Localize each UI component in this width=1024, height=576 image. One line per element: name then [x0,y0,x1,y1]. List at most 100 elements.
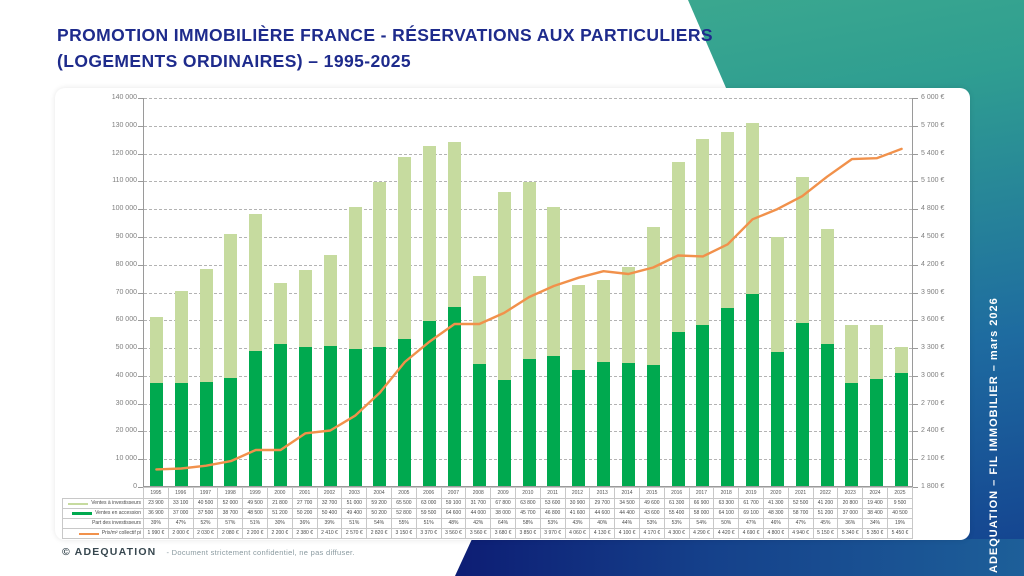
axis-tick-left [138,292,143,294]
table-value: 51 200 [266,508,293,519]
bar-ventes-accession [895,373,909,486]
y-axis-label-left: 140 000 [111,94,137,101]
table-value: 23 900 [143,498,169,509]
series-label-cell: Prix/m² collectif pi [62,528,144,539]
year-header: 2008 [465,487,492,499]
bar-ventes-accession [522,359,536,486]
y-axis-label-right: 3 900 € [921,288,945,296]
table-value: 52 500 [787,498,814,509]
series-label: Ventes à investisseurs [91,500,141,506]
table-value: 33 100 [167,498,194,509]
year-header: 2020 [762,487,789,499]
table-value: 54% [366,518,392,529]
legend-swatch [68,502,89,505]
bar-ventes-accession [746,294,760,486]
axis-tick-left [138,431,143,433]
table-value: 64% [490,518,516,529]
bar-ventes-investisseurs [224,234,238,379]
table-value: 44 600 [589,508,616,519]
y-axis-label-right: 6 000 € [921,94,945,101]
table-value: 38 000 [490,508,516,519]
table-value: 51 200 [812,508,839,519]
axis-tick-right [913,375,918,377]
bar-ventes-investisseurs [870,325,884,380]
price-line-layer [155,147,903,471]
table-value: 46 800 [539,508,566,519]
axis-tick-right [913,487,918,488]
confidentiality-note: - Document strictement confidentiel, ne … [166,548,355,557]
bottom-accent-band [455,539,1024,576]
table-value: 4 690 € [738,528,764,539]
table-value: 2 030 € [192,528,219,539]
table-value: 63 800 [514,498,541,509]
bar-ventes-investisseurs [895,347,909,374]
year-header: 1997 [192,487,219,499]
y-axis-label-left: 120 000 [111,149,137,157]
bar-ventes-accession [721,307,735,486]
bar-ventes-investisseurs [447,142,461,307]
bar-ventes-accession [572,370,586,486]
year-header: 2006 [415,487,442,499]
table-value: 55 400 [663,508,690,519]
year-header: 2015 [638,487,665,499]
gridline [144,125,912,127]
y-axis-label-left: 110 000 [112,177,137,185]
y-axis-label-right: 2 700 € [921,399,945,407]
year-header: 1995 [143,487,169,499]
table-value: 63 000 [415,498,442,509]
bar-ventes-investisseurs [522,181,536,360]
axis-tick-left [138,459,143,461]
y-axis-label-right: 5 100 € [921,177,945,185]
year-header: 2025 [886,487,914,499]
table-value: 43 600 [638,508,665,519]
y-axis-label-right: 4 200 € [921,260,945,268]
year-header: 1998 [217,487,244,499]
table-value: 59 100 [440,498,467,509]
table-value: 47% [787,518,814,529]
bar-ventes-accession [447,306,461,486]
table-value: 52% [192,518,219,529]
table-value: 38 700 [217,508,244,519]
table-value: 40 500 [192,498,219,509]
table-value: 4 170 € [638,528,665,539]
year-header: 2004 [366,487,392,499]
bar-ventes-accession [671,332,685,486]
table-value: 45% [812,518,839,529]
table-row: Part des investisseurs 39% 47% 52% 57% 51% 30%… [62,518,914,529]
axis-tick-right [913,98,918,99]
table-value: 53% [638,518,665,529]
page-title: PROMOTION IMMOBILIÈRE FRANCE - RÉSERVATI… [57,22,797,75]
year-header: 2024 [862,487,888,499]
table-value: 2 820 € [366,528,392,539]
page-title-line1: PROMOTION IMMOBILIÈRE FRANCE - RÉSERVATI… [57,25,713,45]
legend-swatch [72,512,93,515]
axis-tick-right [913,292,918,294]
table-value: 20 800 [837,498,864,509]
year-header: 2003 [341,487,368,499]
series-label: Ventes en accession [95,510,141,516]
table-value: 54% [688,518,715,529]
bar-ventes-investisseurs [249,213,263,352]
bar-ventes-investisseurs [547,207,561,356]
bar-ventes-accession [870,379,884,486]
bar-ventes-accession [323,345,337,486]
y-axis-label-left: 60 000 [115,316,137,324]
table-value: 41 200 [812,498,839,509]
bar-ventes-investisseurs [696,138,710,325]
table-value: 45 700 [514,508,541,519]
table-value: 9 500 [886,498,914,509]
year-header: 2016 [663,487,690,499]
y-axis-label-right: 2 100 € [921,455,945,463]
plot-area [138,98,918,488]
table-value: 37 000 [837,508,864,519]
table-value: 38 400 [862,508,888,519]
bar-ventes-accession [348,348,362,486]
bar-ventes-investisseurs [199,269,213,382]
bar-ventes-investisseurs [621,266,635,363]
bar-ventes-investisseurs [646,227,660,365]
axis-tick-right [913,264,918,266]
bar-ventes-investisseurs [423,145,437,321]
bar-ventes-investisseurs [820,229,834,344]
bar-ventes-accession [398,339,412,486]
table-value: 4 100 € [614,528,640,539]
